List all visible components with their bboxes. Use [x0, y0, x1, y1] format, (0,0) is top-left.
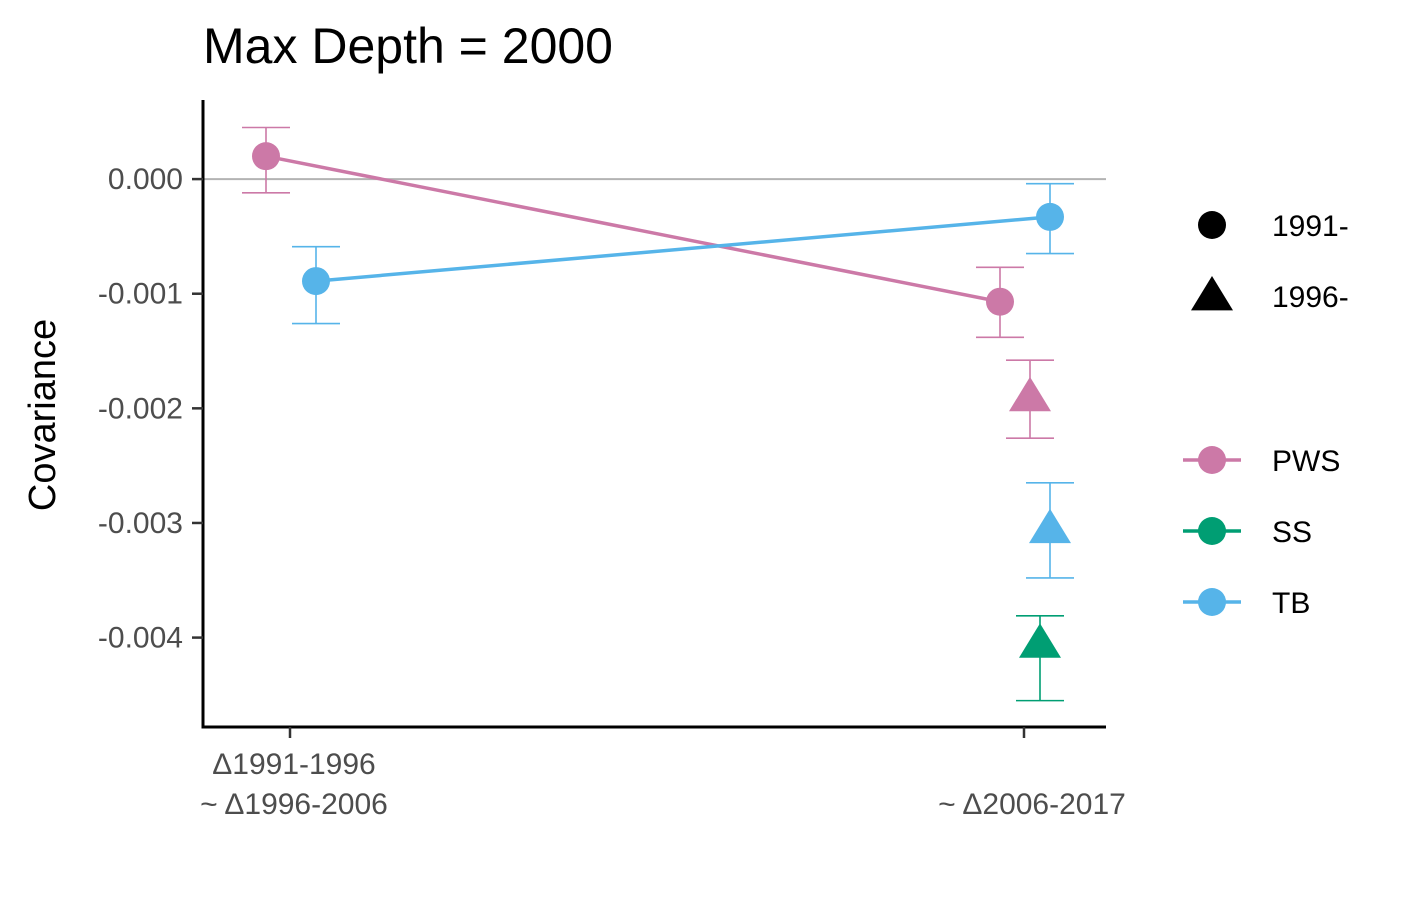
legend-shape-triangle: 1996- [1191, 276, 1349, 314]
legend-circle-icon [1198, 446, 1226, 474]
points-layer [242, 126, 1074, 702]
point-marker-circle [986, 287, 1014, 316]
legend-circle-icon [1198, 517, 1226, 545]
x-tick-label: Δ1991-1996 [212, 748, 376, 781]
legend: 1991- 1996- PWS SS TB [1183, 210, 1349, 620]
legend-label: 1991- [1272, 210, 1349, 243]
legend-triangle-icon [1191, 276, 1233, 311]
legend-circle-icon [1198, 211, 1226, 239]
axes-layer: 0.000 -0.001 -0.002 -0.003 -0.004 Δ1991-1996 ~… [98, 100, 1126, 821]
legend-label: SS [1272, 516, 1312, 549]
point-marker-circle [302, 267, 330, 296]
data-point-tb-circle [292, 245, 340, 325]
series-line-pws [265, 154, 1001, 304]
y-tick-label: -0.003 [98, 507, 183, 540]
point-marker-circle [1036, 202, 1064, 231]
y-tick-label: -0.002 [98, 392, 183, 425]
chart-title: Max Depth = 2000 [203, 18, 613, 74]
series-lines-layer [265, 154, 1051, 304]
legend-series-ss: SS [1183, 516, 1312, 549]
legend-shape-circle: 1991- [1198, 210, 1349, 243]
legend-label: PWS [1272, 445, 1340, 478]
data-point-pws-triangle [1006, 359, 1054, 439]
legend-circle-icon [1198, 588, 1226, 616]
data-point-pws-circle [242, 126, 290, 194]
y-axis-label: Covariance [22, 319, 64, 511]
y-tick-label: -0.001 [98, 278, 183, 311]
series-line-tb [315, 215, 1051, 283]
data-point-tb-triangle [1026, 482, 1074, 579]
y-tick-label: 0.000 [108, 163, 183, 196]
data-point-tb-circle [1026, 182, 1074, 255]
point-marker-triangle [1009, 376, 1051, 412]
data-point-pws-circle [976, 266, 1024, 339]
legend-label: TB [1272, 587, 1310, 620]
point-marker-triangle [1029, 508, 1071, 544]
legend-series-tb: TB [1183, 587, 1310, 620]
data-point-ss-triangle [1016, 615, 1064, 702]
point-marker-triangle [1019, 623, 1061, 658]
legend-label: 1996- [1272, 281, 1349, 314]
x-tick-label: ~ Δ2006-2017 [938, 788, 1126, 821]
x-tick-label: ~ Δ1996-2006 [200, 788, 388, 821]
legend-series-pws: PWS [1183, 445, 1340, 478]
y-tick-label: -0.004 [98, 622, 183, 655]
point-marker-circle [252, 142, 280, 171]
